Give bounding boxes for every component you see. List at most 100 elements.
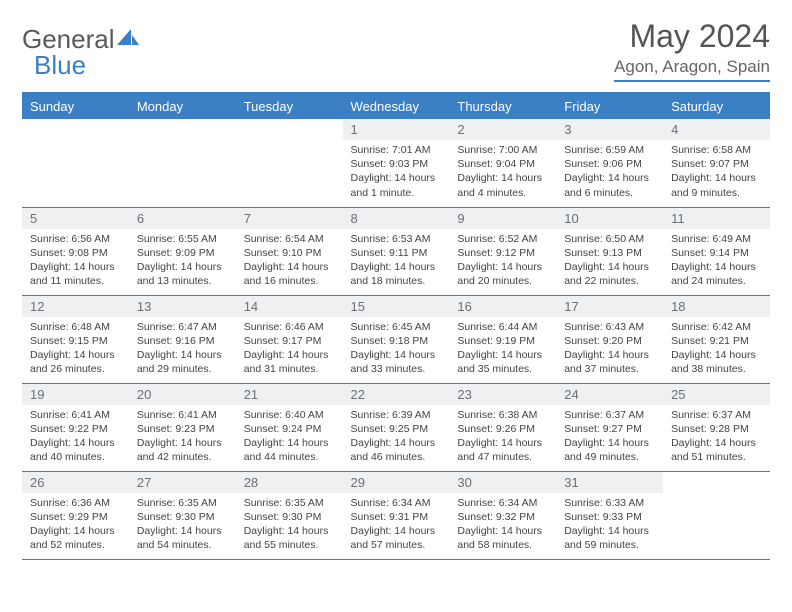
day-number: 28 bbox=[236, 472, 343, 493]
week-row: 1Sunrise: 7:01 AMSunset: 9:03 PMDaylight… bbox=[22, 119, 770, 207]
logo-part2: Blue bbox=[34, 50, 86, 81]
day-number: 24 bbox=[556, 384, 663, 405]
day-details: Sunrise: 6:34 AMSunset: 9:32 PMDaylight:… bbox=[449, 493, 556, 557]
day-cell: 16Sunrise: 6:44 AMSunset: 9:19 PMDayligh… bbox=[449, 295, 556, 383]
day-details: Sunrise: 6:39 AMSunset: 9:25 PMDaylight:… bbox=[343, 405, 450, 469]
day-cell bbox=[129, 119, 236, 207]
day-details: Sunrise: 6:55 AMSunset: 9:09 PMDaylight:… bbox=[129, 229, 236, 293]
day-number: 5 bbox=[22, 208, 129, 229]
day-cell: 3Sunrise: 6:59 AMSunset: 9:06 PMDaylight… bbox=[556, 119, 663, 207]
day-details: Sunrise: 6:56 AMSunset: 9:08 PMDaylight:… bbox=[22, 229, 129, 293]
day-cell: 29Sunrise: 6:34 AMSunset: 9:31 PMDayligh… bbox=[343, 471, 450, 559]
day-cell: 22Sunrise: 6:39 AMSunset: 9:25 PMDayligh… bbox=[343, 383, 450, 471]
day-details: Sunrise: 6:36 AMSunset: 9:29 PMDaylight:… bbox=[22, 493, 129, 557]
day-cell: 7Sunrise: 6:54 AMSunset: 9:10 PMDaylight… bbox=[236, 207, 343, 295]
location: Agon, Aragon, Spain bbox=[614, 57, 770, 82]
day-cell: 6Sunrise: 6:55 AMSunset: 9:09 PMDaylight… bbox=[129, 207, 236, 295]
day-number: 31 bbox=[556, 472, 663, 493]
day-details: Sunrise: 6:46 AMSunset: 9:17 PMDaylight:… bbox=[236, 317, 343, 381]
day-details: Sunrise: 6:50 AMSunset: 9:13 PMDaylight:… bbox=[556, 229, 663, 293]
day-number: 7 bbox=[236, 208, 343, 229]
month-title: May 2024 bbox=[614, 18, 770, 55]
day-cell: 25Sunrise: 6:37 AMSunset: 9:28 PMDayligh… bbox=[663, 383, 770, 471]
day-header: Saturday bbox=[663, 93, 770, 119]
day-number: 15 bbox=[343, 296, 450, 317]
day-number: 30 bbox=[449, 472, 556, 493]
day-cell: 24Sunrise: 6:37 AMSunset: 9:27 PMDayligh… bbox=[556, 383, 663, 471]
day-cell bbox=[236, 119, 343, 207]
day-details: Sunrise: 6:58 AMSunset: 9:07 PMDaylight:… bbox=[663, 140, 770, 204]
day-details: Sunrise: 6:38 AMSunset: 9:26 PMDaylight:… bbox=[449, 405, 556, 469]
header: General May 2024 Agon, Aragon, Spain bbox=[22, 18, 770, 82]
day-number: 26 bbox=[22, 472, 129, 493]
day-cell: 13Sunrise: 6:47 AMSunset: 9:16 PMDayligh… bbox=[129, 295, 236, 383]
day-number: 23 bbox=[449, 384, 556, 405]
day-number: 27 bbox=[129, 472, 236, 493]
day-cell: 5Sunrise: 6:56 AMSunset: 9:08 PMDaylight… bbox=[22, 207, 129, 295]
day-number: 1 bbox=[343, 119, 450, 140]
day-details: Sunrise: 6:54 AMSunset: 9:10 PMDaylight:… bbox=[236, 229, 343, 293]
day-cell: 14Sunrise: 6:46 AMSunset: 9:17 PMDayligh… bbox=[236, 295, 343, 383]
day-cell: 10Sunrise: 6:50 AMSunset: 9:13 PMDayligh… bbox=[556, 207, 663, 295]
day-cell: 8Sunrise: 6:53 AMSunset: 9:11 PMDaylight… bbox=[343, 207, 450, 295]
day-header: Wednesday bbox=[343, 93, 450, 119]
day-details: Sunrise: 6:35 AMSunset: 9:30 PMDaylight:… bbox=[236, 493, 343, 557]
day-details: Sunrise: 6:41 AMSunset: 9:22 PMDaylight:… bbox=[22, 405, 129, 469]
day-number: 21 bbox=[236, 384, 343, 405]
day-number: 25 bbox=[663, 384, 770, 405]
day-cell: 9Sunrise: 6:52 AMSunset: 9:12 PMDaylight… bbox=[449, 207, 556, 295]
day-header: Thursday bbox=[449, 93, 556, 119]
day-details: Sunrise: 6:41 AMSunset: 9:23 PMDaylight:… bbox=[129, 405, 236, 469]
day-details: Sunrise: 6:37 AMSunset: 9:27 PMDaylight:… bbox=[556, 405, 663, 469]
day-number: 6 bbox=[129, 208, 236, 229]
header-row: SundayMondayTuesdayWednesdayThursdayFrid… bbox=[22, 93, 770, 119]
day-cell: 26Sunrise: 6:36 AMSunset: 9:29 PMDayligh… bbox=[22, 471, 129, 559]
day-details: Sunrise: 6:47 AMSunset: 9:16 PMDaylight:… bbox=[129, 317, 236, 381]
day-header: Sunday bbox=[22, 93, 129, 119]
day-number: 29 bbox=[343, 472, 450, 493]
day-number: 8 bbox=[343, 208, 450, 229]
day-cell: 12Sunrise: 6:48 AMSunset: 9:15 PMDayligh… bbox=[22, 295, 129, 383]
day-number: 2 bbox=[449, 119, 556, 140]
week-row: 12Sunrise: 6:48 AMSunset: 9:15 PMDayligh… bbox=[22, 295, 770, 383]
day-cell bbox=[22, 119, 129, 207]
day-number: 13 bbox=[129, 296, 236, 317]
day-number: 14 bbox=[236, 296, 343, 317]
day-cell bbox=[663, 471, 770, 559]
day-details: Sunrise: 6:37 AMSunset: 9:28 PMDaylight:… bbox=[663, 405, 770, 469]
day-number: 11 bbox=[663, 208, 770, 229]
day-details: Sunrise: 6:34 AMSunset: 9:31 PMDaylight:… bbox=[343, 493, 450, 557]
day-details: Sunrise: 6:59 AMSunset: 9:06 PMDaylight:… bbox=[556, 140, 663, 204]
day-details: Sunrise: 6:52 AMSunset: 9:12 PMDaylight:… bbox=[449, 229, 556, 293]
day-number: 9 bbox=[449, 208, 556, 229]
day-details: Sunrise: 6:45 AMSunset: 9:18 PMDaylight:… bbox=[343, 317, 450, 381]
day-cell: 20Sunrise: 6:41 AMSunset: 9:23 PMDayligh… bbox=[129, 383, 236, 471]
title-block: May 2024 Agon, Aragon, Spain bbox=[614, 18, 770, 82]
day-details: Sunrise: 6:35 AMSunset: 9:30 PMDaylight:… bbox=[129, 493, 236, 557]
day-details: Sunrise: 6:53 AMSunset: 9:11 PMDaylight:… bbox=[343, 229, 450, 293]
day-details: Sunrise: 6:49 AMSunset: 9:14 PMDaylight:… bbox=[663, 229, 770, 293]
day-cell: 17Sunrise: 6:43 AMSunset: 9:20 PMDayligh… bbox=[556, 295, 663, 383]
day-number: 20 bbox=[129, 384, 236, 405]
day-details: Sunrise: 6:42 AMSunset: 9:21 PMDaylight:… bbox=[663, 317, 770, 381]
day-number: 19 bbox=[22, 384, 129, 405]
day-number: 12 bbox=[22, 296, 129, 317]
day-cell: 19Sunrise: 6:41 AMSunset: 9:22 PMDayligh… bbox=[22, 383, 129, 471]
week-row: 5Sunrise: 6:56 AMSunset: 9:08 PMDaylight… bbox=[22, 207, 770, 295]
day-details: Sunrise: 6:43 AMSunset: 9:20 PMDaylight:… bbox=[556, 317, 663, 381]
day-cell: 30Sunrise: 6:34 AMSunset: 9:32 PMDayligh… bbox=[449, 471, 556, 559]
day-number: 3 bbox=[556, 119, 663, 140]
day-cell: 21Sunrise: 6:40 AMSunset: 9:24 PMDayligh… bbox=[236, 383, 343, 471]
day-details: Sunrise: 6:33 AMSunset: 9:33 PMDaylight:… bbox=[556, 493, 663, 557]
day-cell: 2Sunrise: 7:00 AMSunset: 9:04 PMDaylight… bbox=[449, 119, 556, 207]
day-cell: 1Sunrise: 7:01 AMSunset: 9:03 PMDaylight… bbox=[343, 119, 450, 207]
week-row: 19Sunrise: 6:41 AMSunset: 9:22 PMDayligh… bbox=[22, 383, 770, 471]
calendar-table: SundayMondayTuesdayWednesdayThursdayFrid… bbox=[22, 92, 770, 560]
week-row: 26Sunrise: 6:36 AMSunset: 9:29 PMDayligh… bbox=[22, 471, 770, 559]
calendar-body: 1Sunrise: 7:01 AMSunset: 9:03 PMDaylight… bbox=[22, 119, 770, 559]
day-number: 4 bbox=[663, 119, 770, 140]
logo-sail-icon bbox=[117, 27, 139, 47]
day-cell: 11Sunrise: 6:49 AMSunset: 9:14 PMDayligh… bbox=[663, 207, 770, 295]
day-number: 17 bbox=[556, 296, 663, 317]
day-details: Sunrise: 7:00 AMSunset: 9:04 PMDaylight:… bbox=[449, 140, 556, 204]
